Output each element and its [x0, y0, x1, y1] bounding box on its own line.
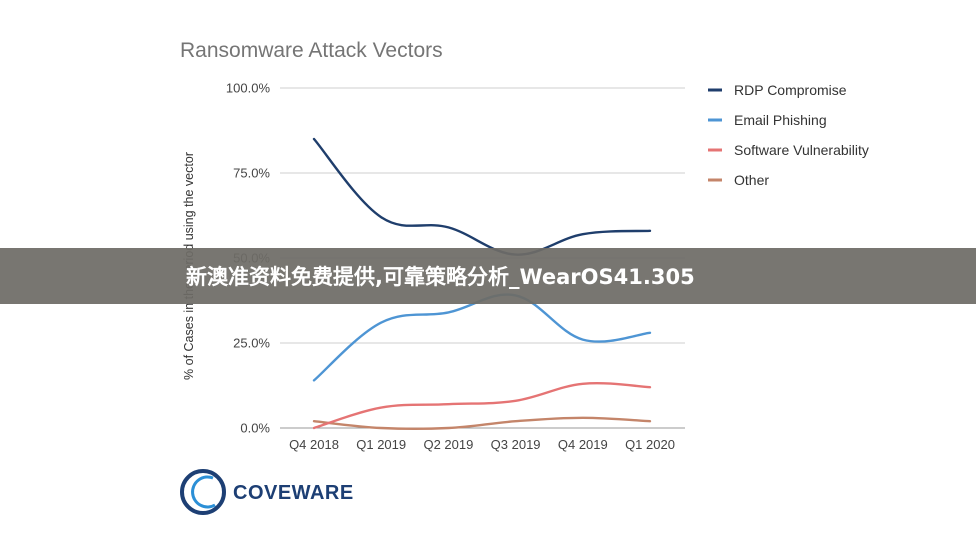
y-tick-label: 75.0%	[233, 166, 270, 181]
y-tick-label: 100.0%	[226, 81, 271, 96]
logo-ring-inner	[191, 475, 216, 509]
legend-label: Other	[734, 172, 769, 188]
series-line-software-vulnerability	[312, 381, 652, 430]
x-axis-ticks: Q4 2018 Q1 2019 Q2 2019 Q3 2019 Q4 2019 Q1 20…	[289, 437, 675, 452]
y-tick-label: 25.0%	[233, 336, 270, 351]
overlay-banner: 新澳准资料免费提供,可靠策略分析_WearOS41.305	[0, 248, 976, 304]
x-tick-label: Q3 2019	[491, 437, 541, 452]
legend-item-rdp-compromise: RDP Compromise	[708, 82, 847, 98]
series-software-vulnerability	[312, 381, 652, 430]
legend-label: Email Phishing	[734, 112, 827, 128]
logo-text: COVEWARE	[233, 482, 354, 504]
legend-label: RDP Compromise	[734, 82, 847, 98]
legend-item-software-vulnerability: Software Vulnerability	[708, 142, 869, 158]
coveware-logo: COVEWARE	[180, 469, 354, 515]
legend-item-email-phishing: Email Phishing	[708, 112, 827, 128]
series-other	[312, 416, 652, 431]
legend-label: Software Vulnerability	[734, 142, 869, 158]
series-line-other	[312, 416, 652, 431]
x-tick-label: Q4 2018	[289, 437, 339, 452]
x-tick-label: Q4 2019	[558, 437, 608, 452]
legend-item-other: Other	[708, 172, 769, 188]
x-tick-label: Q1 2019	[356, 437, 406, 452]
series-email-phishing	[312, 293, 652, 382]
banner-text: 新澳准资料免费提供,可靠策略分析_WearOS41.305	[186, 265, 695, 289]
chart-title: Ransomware Attack Vectors	[180, 39, 443, 62]
y-tick-label: 0.0%	[240, 421, 270, 436]
logo-ring-outer	[180, 469, 226, 515]
series-line-rdp-compromise	[312, 137, 652, 256]
legend: RDP Compromise Email Phishing Software Vul…	[708, 82, 869, 188]
x-tick-label: Q2 2019	[423, 437, 473, 452]
series-line-email-phishing	[312, 293, 652, 382]
series-rdp-compromise	[312, 137, 652, 256]
x-tick-label: Q1 2020	[625, 437, 675, 452]
